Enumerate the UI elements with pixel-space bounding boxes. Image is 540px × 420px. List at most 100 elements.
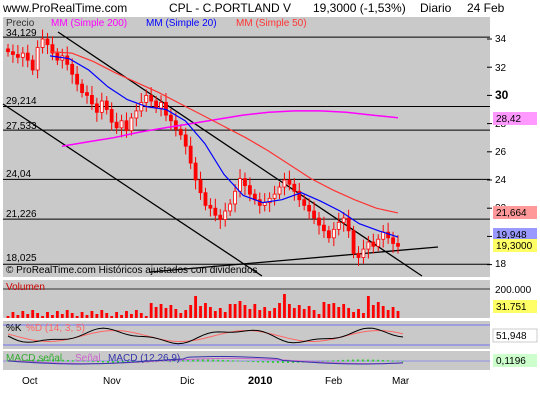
month-mar: Mar bbox=[392, 376, 410, 387]
volume-bar bbox=[46, 312, 49, 318]
candle-body bbox=[351, 230, 356, 254]
macd-hist-bar bbox=[72, 360, 74, 362]
volume-bar bbox=[134, 310, 138, 318]
macd-hist-bar bbox=[212, 359, 214, 362]
volume-bar bbox=[179, 313, 183, 318]
macd-hist-bar bbox=[337, 360, 339, 362]
volume-bar bbox=[184, 310, 188, 318]
volume-bar bbox=[248, 309, 252, 318]
volume-bar bbox=[204, 303, 207, 318]
candle-body bbox=[104, 100, 109, 110]
macd-hist-bar bbox=[357, 359, 359, 362]
macd-hist-bar bbox=[92, 361, 94, 362]
macd-hist-bar bbox=[247, 361, 249, 362]
macd-hist-bar bbox=[232, 360, 234, 362]
candle-body bbox=[25, 52, 30, 61]
sma200-line bbox=[61, 110, 399, 147]
price-tick-18: 18 bbox=[495, 259, 507, 270]
volume-bar bbox=[268, 311, 272, 318]
level-label-2: 29,214 bbox=[6, 96, 37, 107]
candle-body bbox=[15, 54, 20, 58]
volume-bar bbox=[194, 296, 197, 318]
macd-hist-bar bbox=[117, 361, 119, 363]
volume-bar bbox=[302, 309, 306, 318]
sma50-tag: 21,664 bbox=[496, 208, 527, 219]
site-name[interactable]: www.ProRealTime.com bbox=[3, 1, 128, 15]
volume-bar bbox=[41, 316, 44, 318]
volume-bar bbox=[110, 316, 114, 318]
sma20-line bbox=[49, 55, 399, 238]
candle-body bbox=[223, 210, 228, 220]
candle-body bbox=[149, 95, 154, 102]
volume-bar bbox=[21, 311, 25, 318]
volume-bar bbox=[144, 316, 148, 318]
price-plot bbox=[2, 29, 492, 277]
macd-hist-bar bbox=[347, 359, 349, 362]
volume-bar bbox=[90, 311, 94, 318]
macd-hist-bar bbox=[37, 359, 39, 362]
support-line bbox=[149, 246, 439, 273]
macd-hist-bar bbox=[252, 361, 254, 363]
volume-bar bbox=[31, 310, 35, 318]
candle-body bbox=[159, 102, 163, 109]
candle-body bbox=[80, 83, 84, 93]
candle-body bbox=[356, 252, 361, 258]
macd-title-senal: Señal bbox=[75, 353, 101, 364]
macd-title-signal: MACD señal bbox=[6, 353, 62, 364]
macd-hist-bar bbox=[382, 360, 384, 362]
last-price-tag: 19,3000 bbox=[496, 241, 533, 252]
volume-bar bbox=[6, 316, 10, 318]
volume-bar bbox=[332, 303, 336, 318]
candle-body bbox=[75, 73, 80, 85]
candle-body bbox=[238, 178, 242, 192]
macd-hist-bar bbox=[402, 361, 404, 362]
candle-body bbox=[307, 204, 312, 212]
month-feb: Feb bbox=[325, 376, 343, 387]
x-axis: Oct Nov Dic 2010 Feb Mar bbox=[22, 375, 410, 387]
macd-hist-bar bbox=[112, 361, 114, 363]
volume-bar bbox=[366, 296, 370, 318]
candle-body bbox=[336, 221, 341, 230]
stoch-k-line bbox=[7, 327, 404, 345]
macd-hist-bar bbox=[87, 361, 89, 362]
volume-bar bbox=[130, 314, 133, 318]
candle-body bbox=[85, 92, 89, 96]
volume-bar bbox=[327, 304, 331, 318]
sma50-line bbox=[49, 51, 399, 214]
volume-bar bbox=[317, 314, 321, 318]
date-label: 24 Feb bbox=[467, 1, 505, 15]
candle-body bbox=[292, 183, 297, 192]
macd-hist-bar bbox=[182, 360, 184, 362]
macd-hist-bar bbox=[322, 360, 324, 362]
macd-signal-line bbox=[7, 357, 404, 365]
macd-hist-bar bbox=[342, 359, 344, 362]
volume-bar bbox=[55, 311, 59, 318]
volume-bar bbox=[253, 304, 257, 318]
volume-bar bbox=[209, 307, 212, 318]
candle-body bbox=[282, 179, 287, 188]
macd-hist-bar bbox=[217, 359, 219, 362]
sma20-tag: 19,948 bbox=[496, 230, 527, 241]
volume-bar bbox=[396, 311, 400, 318]
stoch-title-d: %D (14, 3, 5) bbox=[26, 323, 85, 334]
macd-hist-bar bbox=[332, 360, 334, 362]
candle-body bbox=[90, 95, 94, 105]
volume-bar bbox=[238, 301, 242, 318]
macd-hist-bar bbox=[172, 360, 174, 362]
candle-body bbox=[109, 109, 114, 123]
volume-tag: 31.751 bbox=[496, 302, 527, 313]
macd-hist-bar bbox=[272, 361, 274, 363]
candle-body bbox=[173, 120, 178, 130]
price-axis-label: Precio bbox=[6, 18, 35, 29]
volume-bar bbox=[85, 315, 89, 318]
volume-bar bbox=[164, 308, 168, 318]
period-label: Diario bbox=[420, 1, 452, 15]
candle-body bbox=[396, 243, 400, 247]
sma50-tag-box bbox=[493, 206, 537, 219]
sma20-tag-box bbox=[493, 228, 537, 241]
stoch-tag-box bbox=[492, 328, 538, 343]
macd-hist-bar bbox=[207, 359, 209, 362]
macd-hist-bar bbox=[167, 360, 169, 362]
candle-body bbox=[40, 38, 45, 48]
macd-hist-bar bbox=[77, 360, 79, 362]
